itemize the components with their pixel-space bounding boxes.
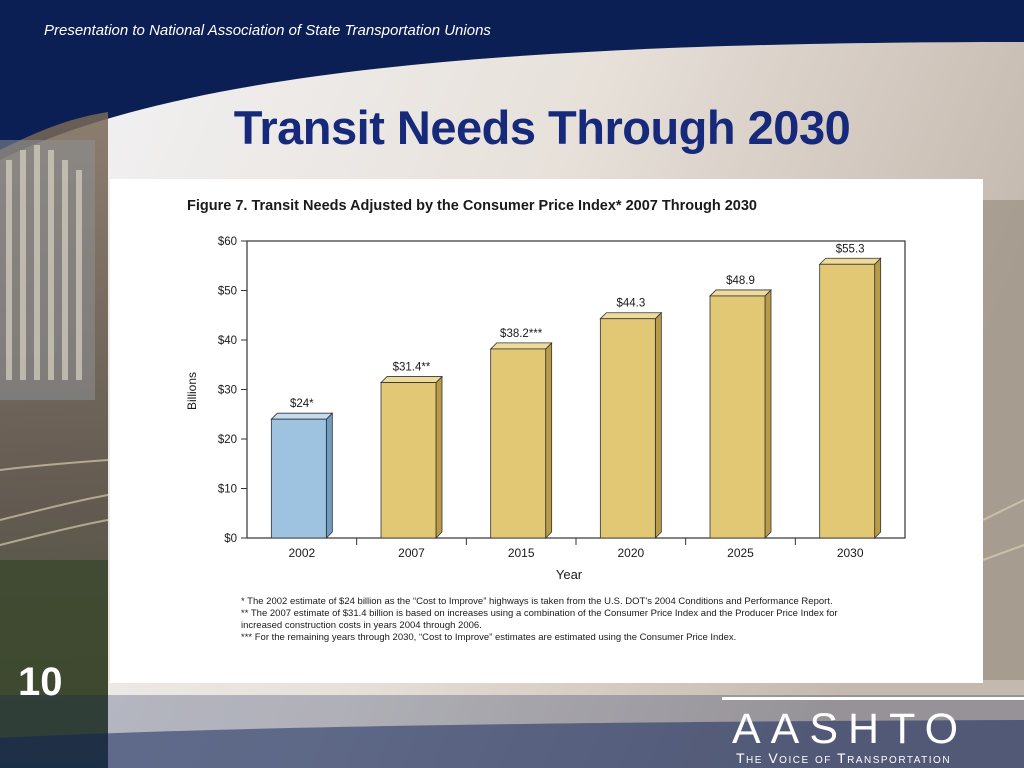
footnote-2-continued: increased construction costs in years 20…: [241, 620, 482, 631]
x-tick-label: 2030: [837, 546, 864, 560]
logo-rule: [722, 697, 1024, 700]
bar-2002: [270, 412, 334, 539]
x-tick-label: 2002: [288, 546, 315, 560]
x-tick-label: 2015: [508, 546, 535, 560]
bar-2025: [709, 288, 772, 539]
y-tick-label: $20: [218, 434, 237, 446]
logo-tagline: The Voice of Transportation: [736, 750, 952, 766]
y-tick-label: $40: [218, 335, 237, 347]
slide-title: Transit Needs Through 2030: [233, 101, 851, 154]
footnotes: * The 2002 estimate of $24 billion as th…: [241, 596, 838, 643]
aashto-logo: AASHTO The Voice of Transportation: [722, 697, 1024, 768]
footnote-3: *** For the remaining years through 2030…: [241, 632, 736, 643]
bar-2030: [818, 257, 882, 539]
plot-frame: [246, 240, 906, 539]
bar-value-label: $24*: [290, 398, 314, 410]
y-tick-label: $50: [218, 286, 237, 298]
bar-value-label: $55.3: [836, 243, 865, 255]
x-tick-label: 2007: [398, 546, 425, 560]
footnote-1: * The 2002 estimate of $24 billion as th…: [241, 596, 833, 607]
slide-number: 10: [18, 660, 63, 704]
bar-value-label: $38.2***: [500, 328, 543, 340]
footnote-2: ** The 2007 estimate of $31.4 billion is…: [241, 608, 838, 619]
chart-title: Figure 7. Transit Needs Adjusted by the …: [187, 198, 757, 214]
x-axis-label: Year: [556, 567, 583, 582]
bar-2015: [489, 341, 553, 539]
x-tick-label: 2020: [617, 546, 644, 560]
presentation-header: Presentation to National Association of …: [44, 22, 491, 39]
logo-wordmark: AASHTO: [732, 705, 969, 753]
bar-value-label: $31.4**: [393, 362, 431, 374]
y-tick-label: $60: [218, 236, 237, 248]
bar-chart: Figure 7. Transit Needs Adjusted by the …: [185, 198, 906, 643]
y-axis-label: Billions: [185, 372, 199, 410]
x-tick-label: 2025: [727, 546, 754, 560]
bar-2007: [380, 375, 443, 539]
bar-value-label: $48.9: [726, 275, 755, 287]
y-tick-label: $30: [218, 385, 237, 397]
bar-2020: [599, 311, 663, 539]
y-tick-label: $0: [224, 533, 237, 545]
figure-panel: Figure 7. Transit Needs Adjusted by the …: [110, 179, 983, 683]
y-tick-label: $10: [218, 484, 237, 496]
bar-value-label: $44.3: [616, 298, 645, 310]
